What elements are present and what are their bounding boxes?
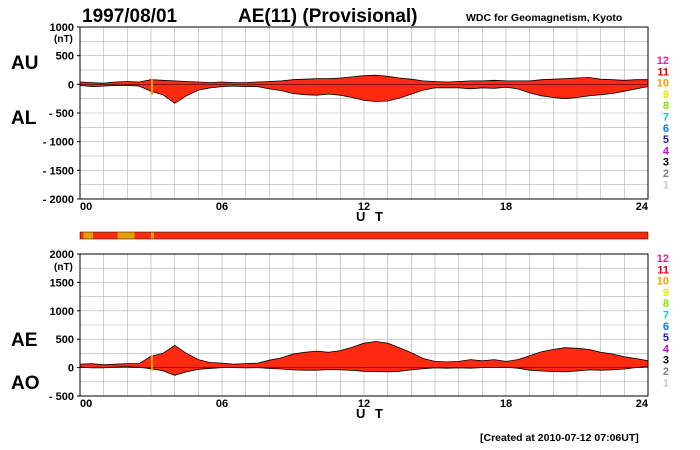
ae-ao-y-tick-label: 0 [68,363,74,375]
ae-ao-x-axis-title: U T [356,406,386,421]
colorscale-label: 4 [663,145,670,157]
au-al-x-tick-label: 00 [80,201,92,213]
plot-title: AE(11) (Provisional) [238,6,418,27]
colorscale-label: 7 [663,112,669,124]
ae-ao-x-tick-label: 00 [80,398,92,410]
colorscale-label: 12 [657,253,669,265]
al-label: AL [11,108,37,129]
au-al-area [79,74,649,104]
colorscale-label: 1 [663,377,669,389]
ao-series-line [79,366,649,376]
au-series-line [79,74,648,84]
ae-ao-unit-label: (nT) [54,262,73,273]
au-al-y-tick-label: - 1000 [43,137,74,149]
organization-label: WDC for Geomagnetism, Kyoto [466,12,622,24]
au-al-x-tick-label: 24 [636,201,649,213]
band-segment [117,232,135,239]
ae-ao-y-tick-label: 500 [56,334,74,346]
ae-ao-frame [79,253,649,397]
colorscale-label: 6 [663,123,669,135]
ae-ao-x-ticks: 00 06 12 18 24 [80,398,649,410]
au-al-filled-area [80,75,648,104]
band-segment [80,232,84,239]
colorscale-label: 3 [663,157,669,169]
colorscale-label: 10 [657,78,669,90]
activity-color-band [79,231,649,240]
band-segment [134,232,151,239]
band-frame [79,231,649,240]
ae-ao-y-tick-label: 1500 [50,277,74,289]
ae-ao-y-tick-label: 1000 [50,306,74,318]
ae-ao-x-tick-label: 18 [500,398,512,410]
ae-ao-grid [80,254,648,396]
ae-ao-y-tick-label: 2000 [50,249,74,261]
colorscale-label: 2 [663,366,669,378]
ae-ao-y-ticks: 2000 1500 1000 500 0 - 500 [49,249,80,403]
ae-ao-area [79,341,649,376]
ae-series-line [79,341,649,366]
au-al-y-tick-label: - 2000 [43,194,74,206]
colorscale-label: 6 [663,321,669,333]
band-segment [151,232,154,239]
ao-label: AO [11,373,40,394]
colorscale-label: 5 [663,134,669,146]
au-al-y-tick-label: 500 [56,51,74,63]
colorscale-label: 5 [663,332,669,344]
ae-ao-x-tick-label: 12 [358,398,370,410]
au-al-unit-label: (nT) [54,34,73,45]
colorscale-label: 3 [663,355,669,367]
ae-ao-panel: 2000 1500 1000 500 0 - 500 00 06 12 18 24 (nT) AE… [11,249,649,421]
au-al-x-tick-label: 12 [358,201,370,213]
au-label: AU [11,53,38,74]
ae-ao-x-tick-label: 24 [636,398,649,410]
band-segment [93,232,118,239]
au-al-y-tick-label: - 500 [49,108,74,120]
band-segment [153,232,648,239]
au-al-y-tick-label: 0 [68,79,74,91]
colorscale-label: 9 [663,89,669,101]
au-al-x-tick-label: 06 [216,201,228,213]
colorscale-label: 1 [663,179,669,191]
au-al-y-tick-label: - 1500 [43,165,74,177]
al-series-line [79,85,649,104]
ae-ao-low-activity-strip [151,355,153,371]
au-al-y-ticks: 1000 500 0 - 500 - 1000 - 1500 - 2000 [43,22,80,206]
au-al-low-activity-strip [151,78,153,95]
band-segment [83,232,94,239]
colorscale-label: 12 [657,55,669,67]
colorscale-label: 10 [657,276,669,288]
colorscale-label: 2 [663,168,669,180]
colorscale-label: 4 [663,343,670,355]
au-al-y-tick-label: 1000 [50,22,74,34]
ae-ao-filled-area [80,341,648,376]
au-al-panel: 1000 500 0 - 500 - 1000 - 1500 - 2000 00 06 12 18… [11,22,649,224]
colorscale-label: 8 [663,298,669,310]
colorscale-label: 8 [663,100,669,112]
au-al-x-ticks: 00 06 12 18 24 [80,201,649,213]
colorscale-label: 9 [663,287,669,299]
au-al-x-tick-label: 18 [500,201,512,213]
colorscale-label: 7 [663,310,669,322]
au-al-x-axis-title: U T [356,209,386,224]
created-timestamp: [Created at 2010-07-12 07:06UT] [480,432,639,444]
au-al-grid [80,27,648,199]
colorscale-label: 11 [657,264,669,276]
ae-ao-y-tick-label: - 500 [49,391,74,403]
colorscale-label: 11 [657,66,669,78]
plot-date: 1997/08/01 [82,6,178,27]
ae-label: AE [11,330,37,351]
ae-ao-x-tick-label: 06 [216,398,228,410]
